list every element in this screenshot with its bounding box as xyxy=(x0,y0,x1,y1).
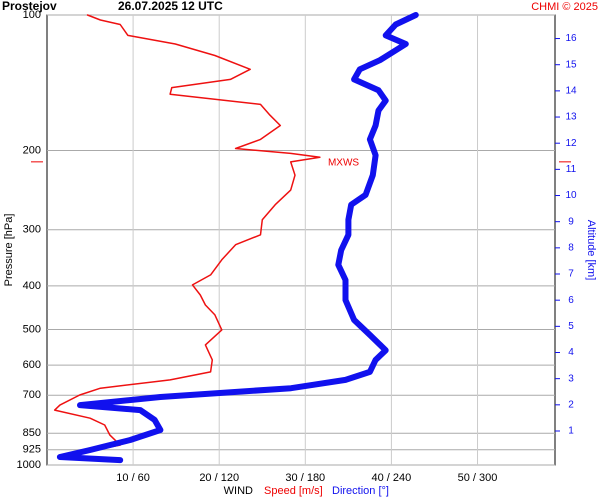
y2-tick-label: 3 xyxy=(568,373,574,384)
y2-tick-label: 15 xyxy=(565,59,577,70)
chart-subtitle: 26.07.2025 12 UTC xyxy=(118,0,223,13)
y-axis-label: Pressure [hPa] xyxy=(3,214,15,287)
y-tick-label: 700 xyxy=(23,389,41,401)
y2-tick-label: 10 xyxy=(565,190,577,201)
y2-tick-label: 4 xyxy=(568,347,574,358)
chart-title: Prostejov xyxy=(2,0,57,13)
y2-tick-label: 5 xyxy=(568,321,574,332)
y2-axis-label: Altitude [km] xyxy=(585,220,597,281)
y2-tick-label: 7 xyxy=(568,269,574,280)
y2-tick-label: 13 xyxy=(565,112,577,123)
y2-tick-label: 1 xyxy=(568,426,574,437)
x-tick-label: 20 / 120 xyxy=(199,472,239,484)
credit: CHMI © 2025 xyxy=(531,1,598,13)
y-tick-label: 850 xyxy=(23,427,41,439)
speed-line xyxy=(53,14,321,461)
direction-line xyxy=(56,12,419,464)
x-axis-label-speed: Speed [m/s] xyxy=(264,485,323,497)
x-axis-label: WIND xyxy=(224,485,253,497)
y2-tick-label: 2 xyxy=(568,399,574,410)
x-tick-label: 40 / 240 xyxy=(372,472,412,484)
y-tick-label: 200 xyxy=(23,144,41,156)
y2-tick-label: 12 xyxy=(565,138,577,149)
x-tick-label: 30 / 180 xyxy=(285,472,325,484)
y-tick-label: 300 xyxy=(23,224,41,236)
annotation: MXWS xyxy=(328,157,359,168)
y-tick-label: 500 xyxy=(23,323,41,335)
y-tick-label: 1000 xyxy=(17,459,41,471)
y2-tick-label: 14 xyxy=(565,86,577,97)
y2-tick-label: 9 xyxy=(568,216,574,227)
x-tick-label: 50 / 300 xyxy=(458,472,498,484)
y2-tick-label: 8 xyxy=(568,242,574,253)
y-tick-label: 400 xyxy=(23,280,41,292)
y-tick-label: 100 xyxy=(23,9,41,21)
x-axis-label-direction: Direction [°] xyxy=(332,485,389,497)
y-tick-label: 600 xyxy=(23,359,41,371)
y2-tick-label: 6 xyxy=(568,295,574,306)
y2-tick-label: 11 xyxy=(566,164,577,175)
x-tick-label: 10 / 60 xyxy=(116,472,150,484)
y2-tick-label: 16 xyxy=(565,33,577,44)
y-tick-label: 925 xyxy=(23,444,41,456)
